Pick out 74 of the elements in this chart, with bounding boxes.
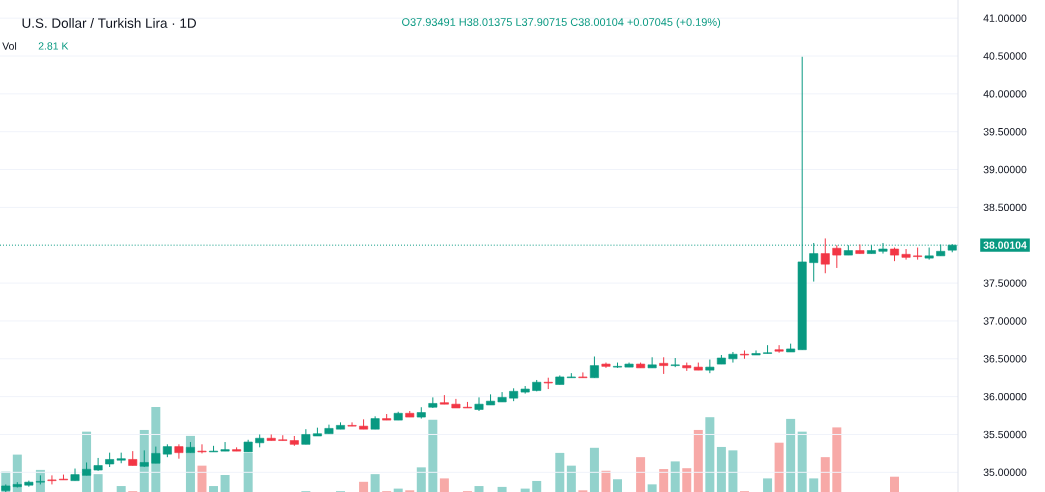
candlestick xyxy=(174,443,184,460)
candlestick xyxy=(347,421,357,427)
bar xyxy=(12,454,22,492)
bar xyxy=(682,468,692,492)
candlestick xyxy=(855,243,865,255)
candlestick xyxy=(728,351,738,364)
candlestick xyxy=(47,474,57,485)
candlestick xyxy=(451,398,461,409)
text: O37.93491 H38.01375 L37.90715 C38.00104 +0.07045 (+0.19%) xyxy=(402,17,721,29)
bar xyxy=(209,486,219,492)
bar xyxy=(797,431,807,492)
bar xyxy=(93,474,103,492)
y-tick-label: 39.00000 xyxy=(983,165,1027,174)
y-tick-label: 38.50000 xyxy=(983,203,1027,212)
bar xyxy=(589,447,599,492)
bar xyxy=(647,484,657,492)
bar xyxy=(705,417,715,492)
bar xyxy=(670,461,680,492)
bar xyxy=(220,475,230,492)
candlestick xyxy=(197,443,207,454)
bar xyxy=(555,452,565,492)
bar xyxy=(832,427,842,492)
bar xyxy=(786,418,796,492)
candlestick xyxy=(647,356,657,369)
annotation: 2.81 K xyxy=(38,42,69,50)
bar xyxy=(116,486,126,492)
bar xyxy=(613,479,623,492)
y-tick-label: 41.00000 xyxy=(983,14,1027,22)
bar xyxy=(139,429,149,492)
candlestick xyxy=(474,396,484,412)
y-tick-label: 39.50000 xyxy=(983,128,1027,136)
y-tick-label: 36.00000 xyxy=(983,392,1027,401)
bar xyxy=(636,457,646,492)
bar xyxy=(809,478,819,492)
y-tick-label: 37.50000 xyxy=(983,279,1027,287)
candlestick xyxy=(589,356,599,379)
candlestick xyxy=(774,344,784,354)
bar xyxy=(601,470,611,492)
y-tick-label: 40.50000 xyxy=(983,52,1027,60)
bar xyxy=(763,478,773,492)
candlestick xyxy=(220,441,230,452)
y-tick-label: 35.50000 xyxy=(983,430,1027,439)
bar xyxy=(428,419,438,492)
candlestick xyxy=(93,457,103,472)
y-tick-label: 36.50000 xyxy=(983,355,1027,363)
bar xyxy=(359,481,369,492)
candlestick xyxy=(832,244,842,269)
bar xyxy=(497,486,507,492)
candlestick xyxy=(751,349,761,356)
bar xyxy=(890,476,900,492)
y-tick-label: 35.00000 xyxy=(983,468,1027,477)
bar xyxy=(243,452,253,492)
candlestick xyxy=(578,371,588,379)
text: U.S. Dollar / Turkish Lira · 1D xyxy=(22,18,196,28)
candlestick xyxy=(901,248,911,261)
bar xyxy=(728,450,738,492)
y-tick-label: 40.00000 xyxy=(983,90,1027,98)
bar xyxy=(439,478,449,492)
bar xyxy=(416,467,426,492)
bar xyxy=(566,465,576,492)
bar xyxy=(532,480,542,492)
y-tick-label: 37.00000 xyxy=(983,317,1027,325)
bar xyxy=(820,457,830,492)
bar xyxy=(370,474,380,492)
bar xyxy=(693,429,703,492)
bar xyxy=(659,469,669,492)
bar xyxy=(716,446,726,492)
bar xyxy=(774,442,784,492)
ref-line-label: 38.00104 xyxy=(983,241,1027,249)
bar xyxy=(474,486,484,492)
candlestick xyxy=(820,237,830,274)
bar xyxy=(197,465,207,492)
annotation: Vol xyxy=(2,42,17,50)
candlestick xyxy=(497,391,507,403)
